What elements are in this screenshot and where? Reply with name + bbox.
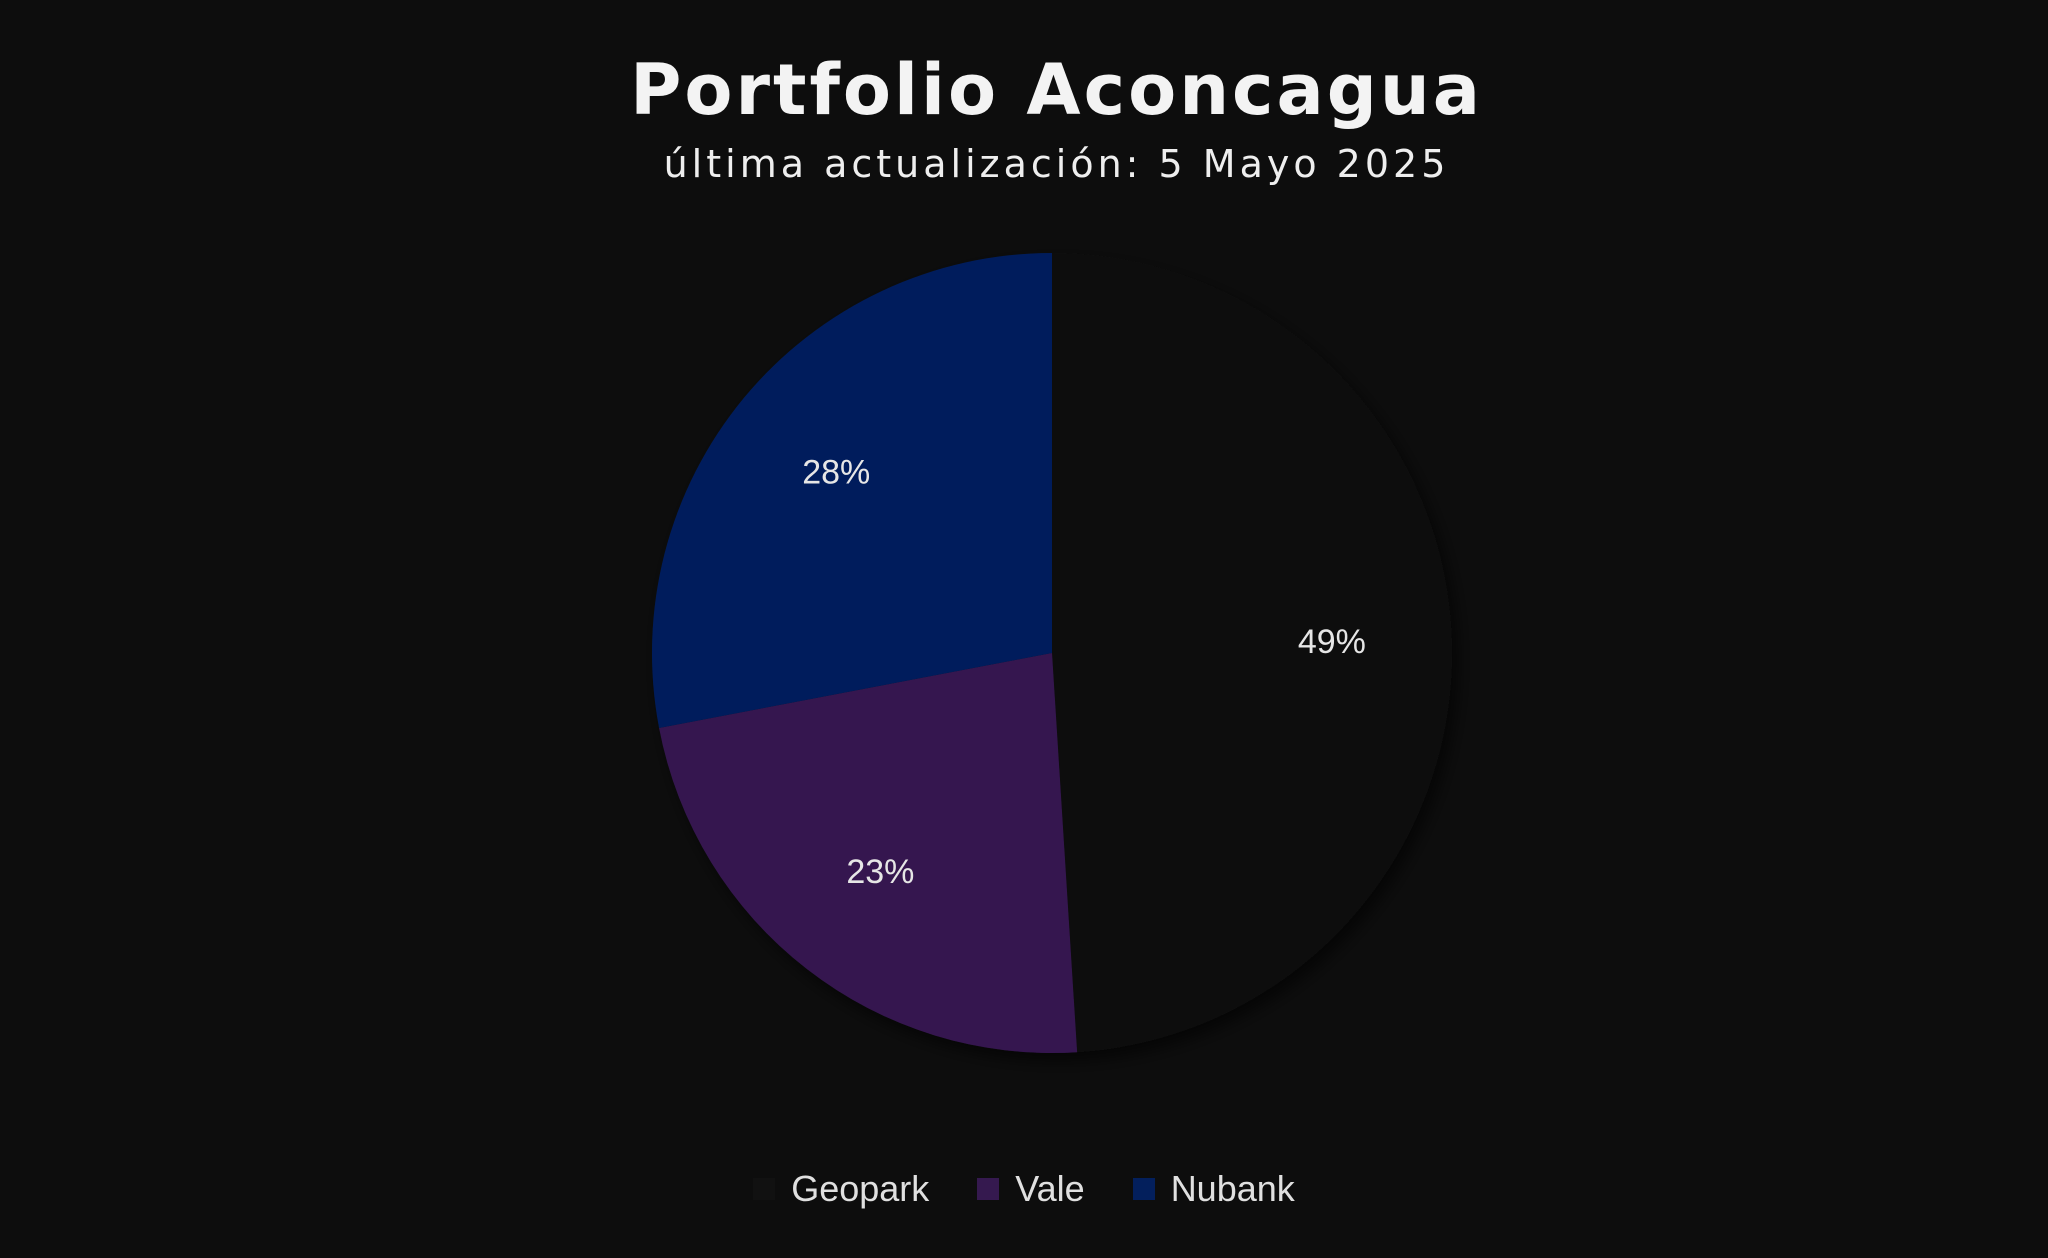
legend-item-nubank: Nubank xyxy=(1132,1168,1295,1210)
legend-swatch xyxy=(977,1178,1000,1200)
legend-swatch xyxy=(1132,1178,1155,1200)
pie-slices xyxy=(652,253,1453,1053)
pie-slice-vale xyxy=(659,653,1078,1053)
legend: Geopark Vale Nubank xyxy=(0,1168,2048,1210)
chart-subtitle: última actualización: 5 Mayo 2025 xyxy=(663,142,1450,186)
data-label-geopark: 49% xyxy=(1298,623,1366,661)
data-label-nubank: 28% xyxy=(802,454,870,492)
chart-title: Portfolio Aconcagua xyxy=(630,49,1483,131)
data-label-vale: 23% xyxy=(846,853,914,891)
legend-label: Vale xyxy=(1015,1168,1085,1209)
legend-item-geopark: Geopark xyxy=(753,1168,929,1210)
legend-label: Geopark xyxy=(791,1168,930,1209)
legend-label: Nubank xyxy=(1170,1168,1295,1209)
pie-labels: 49% 23% 28% xyxy=(802,454,1366,892)
legend-swatch xyxy=(753,1178,776,1200)
pie-slice-nubank xyxy=(652,253,1052,728)
legend-item-vale: Vale xyxy=(977,1168,1085,1210)
pie-slice-geopark xyxy=(1052,253,1453,1053)
